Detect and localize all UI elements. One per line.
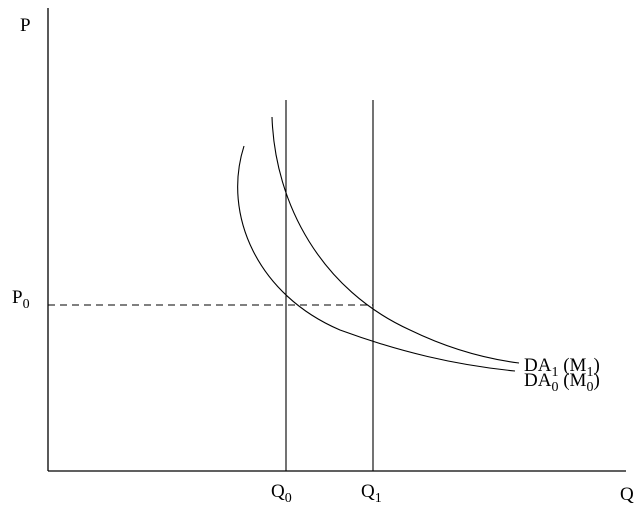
q1-label: Q1: [361, 481, 382, 506]
da1-label: DA1 (M1): [524, 355, 600, 380]
p0-label: P0: [12, 287, 30, 312]
da1-curve: [271, 116, 520, 364]
quantity-axis-label: Q: [620, 484, 634, 505]
price-axis-label: P: [20, 15, 31, 36]
q0-label: Q0: [271, 481, 292, 506]
da0-curve: [237, 145, 516, 372]
da0-label: DA0 (M0): [524, 370, 600, 395]
